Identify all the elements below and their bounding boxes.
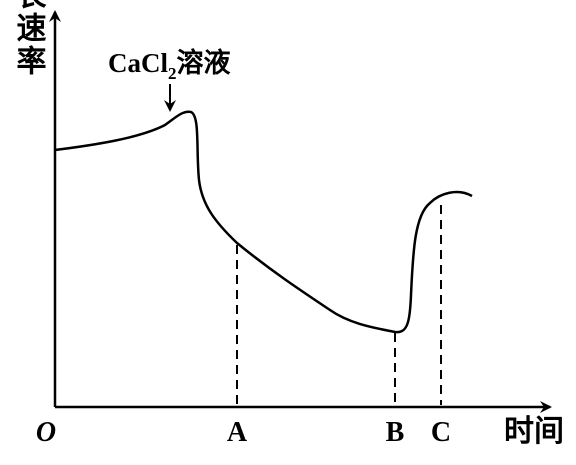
annotation-main: CaCl xyxy=(108,48,168,78)
point-label: C xyxy=(431,417,451,448)
annotation-suffix: 溶液 xyxy=(177,47,231,78)
origin-label: O xyxy=(36,417,56,448)
annotation-subscript: 2 xyxy=(168,64,177,83)
point-label: A xyxy=(227,417,248,448)
x-axis-label: 时间 xyxy=(504,415,564,448)
annotation-text: CaCl2溶液 xyxy=(108,47,231,83)
y-axis-label: 生长速率 xyxy=(12,0,47,78)
point-label: B xyxy=(386,417,405,448)
growth-curve xyxy=(54,110,473,334)
